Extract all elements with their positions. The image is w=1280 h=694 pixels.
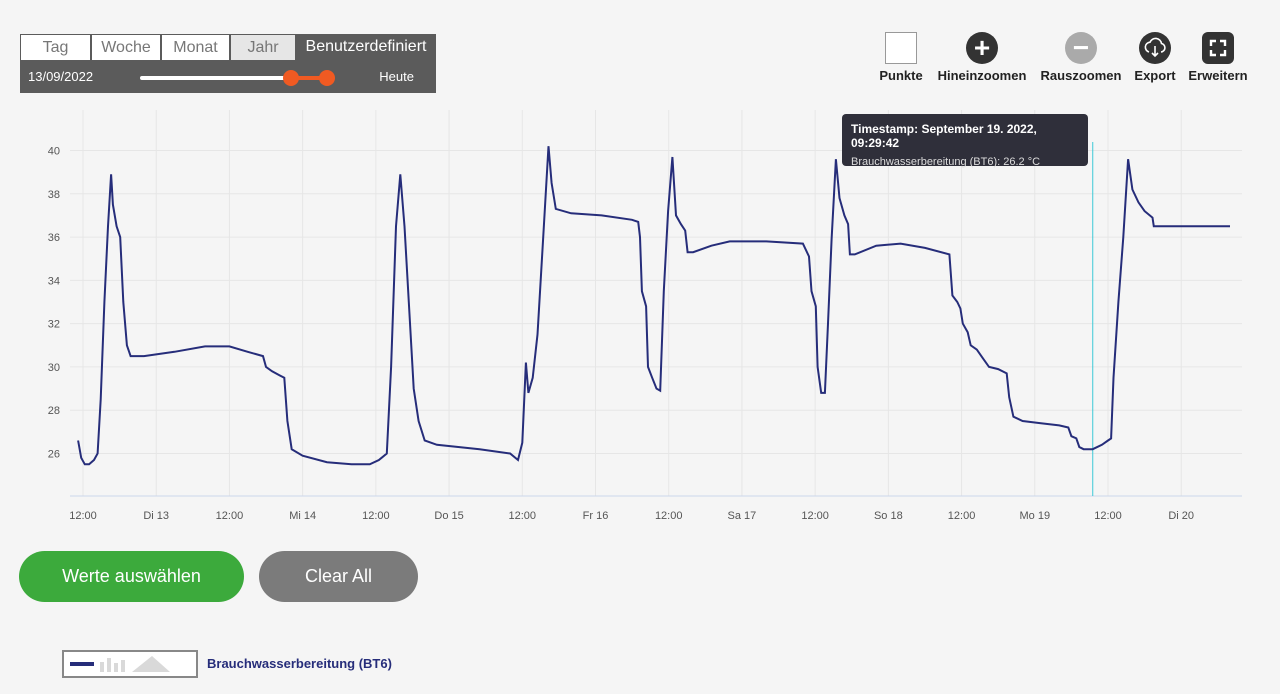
expand-button[interactable]: Erweitern [1186, 32, 1250, 83]
x-tick-label: 12:00 [948, 510, 976, 522]
range-slider-track[interactable] [140, 76, 326, 80]
range-start-date: 13/09/2022 [28, 69, 94, 84]
plus-icon[interactable]: + [966, 32, 998, 64]
x-tick-label: 12:00 [362, 510, 390, 522]
y-tick-label: 30 [48, 362, 60, 374]
select-values-button[interactable]: Werte auswählen [19, 551, 244, 602]
range-slider-start-handle[interactable] [283, 70, 299, 86]
range-tabs: Tag Woche Monat Jahr Benutzerdefiniert [20, 34, 436, 61]
points-toggle-button[interactable]: Punkte [876, 32, 926, 83]
x-tick-label: Di 20 [1168, 510, 1194, 522]
y-tick-label: 36 [48, 232, 60, 244]
x-axis-ticks: 12:00 Di 13 12:00 Mi 14 12:00 Do 15 12:00 Fr 16… [69, 510, 1194, 522]
range-slider-end-handle[interactable] [319, 70, 335, 86]
x-tick-label: So 18 [874, 510, 903, 522]
zoom-out-button[interactable]: − Rauszoomen [1040, 32, 1122, 83]
tab-benutzerdefiniert[interactable]: Benutzerdefiniert [296, 34, 436, 61]
zoom-in-button[interactable]: + Hineinzoomen [936, 32, 1028, 83]
tab-jahr[interactable]: Jahr [230, 34, 296, 61]
zoom-in-label: Hineinzoomen [937, 68, 1027, 83]
x-tick-label: Do 15 [434, 510, 463, 522]
series-line-bt6[interactable] [77, 146, 1230, 466]
fullscreen-glyph [1209, 39, 1227, 57]
zoom-out-label: Rauszoomen [1040, 68, 1122, 83]
range-end-label: Heute [379, 69, 414, 84]
legend-series-label[interactable]: Brauchwasserbereitung (BT6) [207, 656, 392, 671]
x-tick-label: Sa 17 [728, 510, 757, 522]
x-tick-label: Fr 16 [583, 510, 609, 522]
x-tick-label: 12:00 [509, 510, 537, 522]
y-tick-label: 26 [48, 449, 60, 461]
x-tick-label: 12:00 [1094, 510, 1122, 522]
chart-tooltip: Timestamp: September 19. 2022, 09:29:42 … [842, 114, 1088, 168]
cloud-download-icon[interactable] [1139, 32, 1171, 64]
y-tick-label: 32 [48, 319, 60, 331]
points-label: Punkte [879, 68, 923, 83]
cloud-download-glyph [1144, 37, 1166, 58]
fullscreen-icon[interactable] [1202, 32, 1234, 64]
range-slider-selection[interactable] [291, 76, 328, 80]
export-button[interactable]: Export [1132, 32, 1178, 83]
legend-series-toggle[interactable] [62, 650, 198, 678]
x-tick-label: 12:00 [655, 510, 683, 522]
x-tick-label: 12:00 [216, 510, 244, 522]
legend-chart-type-icon [70, 656, 170, 672]
tab-tag[interactable]: Tag [20, 34, 91, 61]
x-tick-label: Mo 19 [1019, 510, 1050, 522]
range-slider-row: 13/09/2022 Heute [20, 61, 436, 93]
grid-lines [70, 110, 1242, 496]
tab-monat[interactable]: Monat [161, 34, 230, 61]
tooltip-value: Brauchwasserbereitung (BT6): 26.2 °C [851, 156, 1041, 168]
clear-all-button[interactable]: Clear All [259, 551, 418, 602]
checkbox-icon[interactable] [885, 32, 917, 64]
y-axis-ticks: 26 28 30 32 34 36 38 40 [48, 146, 60, 461]
minus-icon[interactable]: − [1065, 32, 1097, 64]
x-tick-label: Mi 14 [289, 510, 316, 522]
expand-label: Erweitern [1188, 68, 1248, 83]
x-tick-label: Di 13 [143, 510, 169, 522]
y-tick-label: 28 [48, 405, 60, 417]
export-label: Export [1134, 68, 1176, 83]
y-tick-label: 40 [48, 146, 60, 158]
x-tick-label: 12:00 [69, 510, 97, 522]
y-tick-label: 38 [48, 189, 60, 201]
tooltip-timestamp: Timestamp: September 19. 2022, 09:29:42 [851, 122, 1037, 150]
y-tick-label: 34 [48, 275, 60, 287]
range-selector: Tag Woche Monat Jahr Benutzerdefiniert 1… [20, 34, 436, 93]
x-tick-label: 12:00 [801, 510, 829, 522]
tab-woche[interactable]: Woche [91, 34, 161, 61]
